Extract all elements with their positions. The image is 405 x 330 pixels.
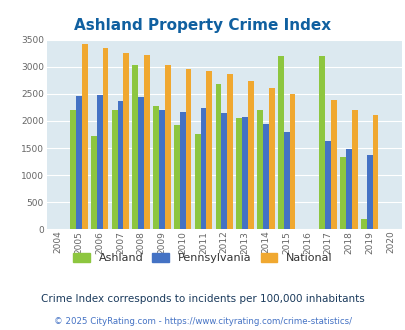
Bar	[144, 55, 149, 229]
Bar	[227, 74, 232, 229]
Bar	[174, 125, 179, 229]
Bar	[91, 136, 96, 229]
Bar	[206, 71, 212, 229]
Bar	[164, 65, 170, 229]
Bar	[330, 100, 336, 229]
Text: Crime Index corresponds to incidents per 100,000 inhabitants: Crime Index corresponds to incidents per…	[41, 294, 364, 304]
Bar	[247, 81, 253, 229]
Bar	[76, 96, 81, 229]
Bar	[221, 113, 227, 229]
Bar	[345, 148, 351, 229]
Bar	[242, 117, 247, 229]
Bar	[194, 134, 200, 229]
Text: Ashland Property Crime Index: Ashland Property Crime Index	[74, 18, 331, 33]
Bar	[256, 110, 262, 229]
Bar	[215, 84, 221, 229]
Bar	[236, 118, 242, 229]
Legend: Ashland, Pennsylvania, National: Ashland, Pennsylvania, National	[73, 253, 332, 263]
Bar	[96, 95, 102, 229]
Bar	[277, 56, 283, 229]
Bar	[268, 88, 274, 229]
Bar	[179, 112, 185, 229]
Bar	[351, 110, 357, 229]
Bar	[372, 115, 377, 229]
Bar	[117, 101, 123, 229]
Bar	[185, 69, 191, 229]
Bar	[324, 141, 330, 229]
Bar	[70, 110, 76, 229]
Bar	[289, 94, 295, 229]
Text: © 2025 CityRating.com - https://www.cityrating.com/crime-statistics/: © 2025 CityRating.com - https://www.city…	[54, 317, 351, 326]
Bar	[132, 65, 138, 229]
Bar	[366, 155, 372, 229]
Bar	[319, 56, 324, 229]
Bar	[200, 108, 206, 229]
Bar	[123, 52, 129, 229]
Bar	[111, 110, 117, 229]
Bar	[360, 219, 366, 229]
Bar	[138, 97, 144, 229]
Bar	[339, 157, 345, 229]
Bar	[283, 132, 289, 229]
Bar	[153, 106, 159, 229]
Bar	[262, 124, 268, 229]
Bar	[159, 110, 164, 229]
Bar	[102, 48, 108, 229]
Bar	[81, 44, 87, 229]
